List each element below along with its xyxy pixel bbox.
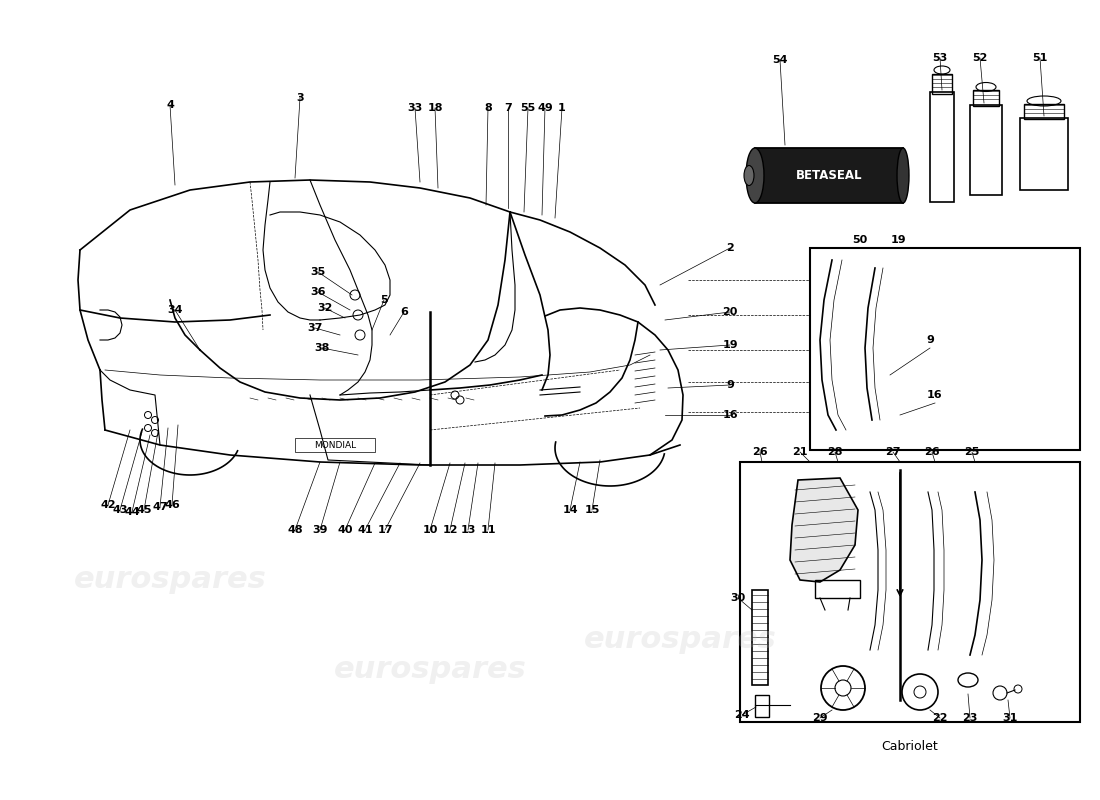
Text: 38: 38 bbox=[315, 343, 330, 353]
Text: 11: 11 bbox=[481, 525, 496, 535]
Text: 27: 27 bbox=[886, 447, 901, 457]
Text: eurospares: eurospares bbox=[74, 566, 266, 594]
Text: 13: 13 bbox=[460, 525, 475, 535]
Ellipse shape bbox=[896, 148, 909, 203]
Text: 44: 44 bbox=[124, 507, 140, 517]
Bar bbox=[740, 462, 1080, 722]
Text: 28: 28 bbox=[827, 447, 843, 457]
Text: 31: 31 bbox=[1002, 713, 1018, 723]
Text: 46: 46 bbox=[164, 500, 180, 510]
Text: 16: 16 bbox=[927, 390, 943, 400]
Text: 32: 32 bbox=[317, 303, 332, 313]
Text: 16: 16 bbox=[723, 410, 738, 420]
Bar bbox=[755, 148, 903, 203]
Text: 6: 6 bbox=[400, 307, 408, 317]
Bar bbox=[752, 590, 768, 685]
Text: 25: 25 bbox=[965, 447, 980, 457]
Text: 15: 15 bbox=[584, 505, 600, 515]
Text: 20: 20 bbox=[723, 307, 738, 317]
Text: 2: 2 bbox=[726, 243, 734, 253]
Text: 35: 35 bbox=[310, 267, 326, 277]
Text: 53: 53 bbox=[933, 53, 947, 63]
Text: 8: 8 bbox=[484, 103, 492, 113]
Bar bbox=[932, 74, 952, 94]
Text: 45: 45 bbox=[136, 505, 152, 515]
Bar bbox=[974, 90, 999, 106]
Text: 51: 51 bbox=[1032, 53, 1047, 63]
Text: 19: 19 bbox=[723, 340, 738, 350]
Bar bbox=[755, 695, 769, 717]
Text: 26: 26 bbox=[752, 447, 768, 457]
Text: 47: 47 bbox=[152, 502, 168, 512]
Text: 4: 4 bbox=[166, 100, 174, 110]
Text: 49: 49 bbox=[537, 103, 553, 113]
Text: 34: 34 bbox=[167, 305, 183, 315]
Text: 5: 5 bbox=[381, 295, 388, 305]
Text: 17: 17 bbox=[377, 525, 393, 535]
Bar bbox=[810, 248, 1080, 450]
Bar bbox=[970, 105, 1002, 195]
Bar bbox=[295, 438, 375, 452]
Text: 1: 1 bbox=[558, 103, 565, 113]
Text: Cabriolet: Cabriolet bbox=[881, 740, 938, 753]
Text: 19: 19 bbox=[890, 235, 905, 245]
Bar bbox=[1020, 118, 1068, 190]
Text: 39: 39 bbox=[312, 525, 328, 535]
Text: 21: 21 bbox=[792, 447, 807, 457]
Ellipse shape bbox=[746, 148, 764, 203]
Bar bbox=[815, 580, 860, 598]
Bar bbox=[1024, 104, 1064, 119]
Ellipse shape bbox=[744, 166, 754, 186]
Text: 3: 3 bbox=[296, 93, 304, 103]
Text: 52: 52 bbox=[972, 53, 988, 63]
Text: 42: 42 bbox=[100, 500, 116, 510]
Polygon shape bbox=[790, 478, 858, 582]
Text: 33: 33 bbox=[407, 103, 422, 113]
Text: 9: 9 bbox=[926, 335, 934, 345]
Text: 22: 22 bbox=[933, 713, 948, 723]
Text: 40: 40 bbox=[338, 525, 353, 535]
Text: 36: 36 bbox=[310, 287, 326, 297]
Text: BETASEAL: BETASEAL bbox=[795, 169, 862, 182]
Text: 43: 43 bbox=[112, 505, 128, 515]
Text: 55: 55 bbox=[520, 103, 536, 113]
Text: 23: 23 bbox=[962, 713, 978, 723]
Text: 18: 18 bbox=[427, 103, 442, 113]
Text: 29: 29 bbox=[812, 713, 828, 723]
Text: 14: 14 bbox=[562, 505, 578, 515]
Text: 12: 12 bbox=[442, 525, 458, 535]
Text: 10: 10 bbox=[422, 525, 438, 535]
Text: 37: 37 bbox=[307, 323, 322, 333]
Text: 41: 41 bbox=[358, 525, 373, 535]
Bar bbox=[930, 92, 954, 202]
Text: 26: 26 bbox=[924, 447, 939, 457]
Text: 24: 24 bbox=[734, 710, 750, 720]
Text: 50: 50 bbox=[852, 235, 868, 245]
Text: eurospares: eurospares bbox=[333, 655, 527, 685]
Text: 48: 48 bbox=[287, 525, 303, 535]
Text: 7: 7 bbox=[504, 103, 512, 113]
Text: 9: 9 bbox=[726, 380, 734, 390]
Text: 54: 54 bbox=[772, 55, 788, 65]
Text: eurospares: eurospares bbox=[584, 626, 777, 654]
Text: 30: 30 bbox=[730, 593, 746, 603]
Text: MONDIAL: MONDIAL bbox=[314, 441, 356, 450]
